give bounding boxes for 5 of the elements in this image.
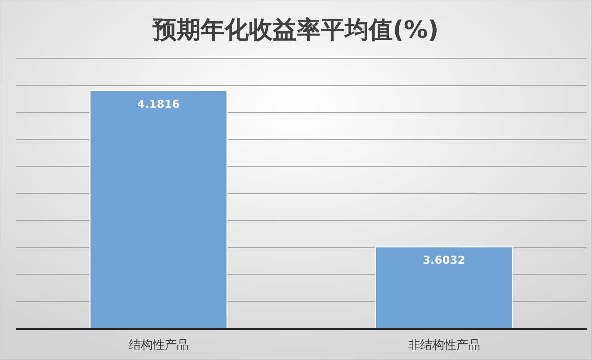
chart-title: 预期年化收益率平均值(%) bbox=[152, 16, 439, 44]
data-label: 4.1816 bbox=[138, 98, 180, 111]
x-tick-label: 结构性产品 bbox=[128, 338, 189, 352]
data-label: 3.6032 bbox=[423, 254, 466, 268]
x-tick-label: 非结构性产品 bbox=[408, 338, 480, 352]
